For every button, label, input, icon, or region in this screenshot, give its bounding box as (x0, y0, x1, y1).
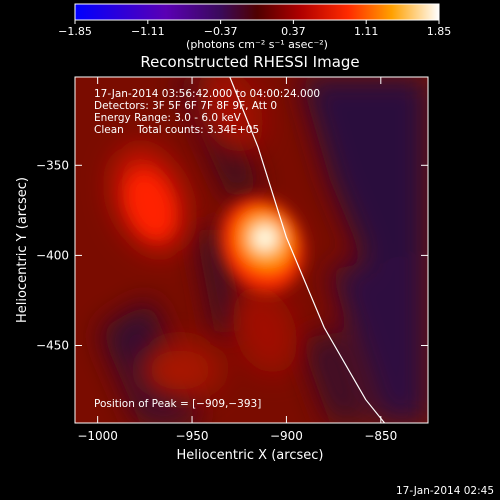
dark-band-right (300, 77, 428, 300)
bright-ridge-lower (140, 340, 220, 400)
info-line-clean: Clean Total counts: 3.34E+05 (94, 124, 259, 136)
chart-title: Reconstructed RHESSI Image (140, 53, 359, 71)
colorbar-tick-label: −1.85 (58, 25, 92, 38)
x-tick-label: −900 (270, 429, 303, 443)
x-tick-label: −1000 (77, 429, 118, 443)
x-axis-ticks: −1000 −950 −900 −850 (77, 77, 397, 443)
colorbar-tick-label: 1.85 (427, 25, 452, 38)
y-axis-label: Heliocentric Y (arcsec) (15, 177, 30, 323)
footer-timestamp: 17-Jan-2014 02:45 (396, 485, 494, 497)
dark-band-right-lower (330, 250, 428, 423)
colorbar-tick-label: −0.37 (204, 25, 238, 38)
observation-info: 17-Jan-2014 03:56:42.000 to 04:00:24.000… (94, 88, 320, 136)
colorbar: −1.85 −1.11 −0.37 0.37 1.11 1.85 (photons cm⁻… (58, 3, 451, 51)
bright-ridge-upper (196, 77, 264, 153)
y-tick-label: −450 (36, 339, 69, 353)
x-tick-label: −950 (176, 429, 209, 443)
plot-frame (74, 76, 429, 424)
colorbar-tick-label: 1.11 (354, 25, 379, 38)
info-line-energy: Energy Range: 3.0 - 6.0 keV (94, 112, 242, 124)
heatmap-image (75, 77, 428, 423)
colorbar-gradient (74, 3, 440, 21)
secondary-source (126, 171, 174, 239)
x-axis-label: Heliocentric X (arcsec) (177, 448, 324, 463)
y-axis-ticks: −350 −400 −450 (36, 158, 428, 353)
peak-core (252, 225, 278, 251)
y-tick-label: −350 (36, 158, 69, 172)
colorbar-unit-label: (photons cm⁻² s⁻¹ asec⁻²) (186, 38, 328, 51)
colorbar-tick-label: −1.11 (131, 25, 165, 38)
x-tick-label: −850 (364, 429, 397, 443)
dark-band-bottom-right (300, 330, 370, 423)
solar-limb-curve (229, 77, 386, 423)
dark-band-center-lower (195, 230, 245, 335)
info-line-time: 17-Jan-2014 03:56:42.000 to 04:00:24.000 (94, 88, 320, 100)
y-tick-label: −400 (36, 248, 69, 262)
colorbar-ticks: −1.85 −1.11 −0.37 0.37 1.11 1.85 (58, 20, 451, 38)
bright-ridge-lower-right (232, 286, 298, 374)
info-line-detectors: Detectors: 3F 5F 6F 7F 8F 9F, Att 0 (94, 100, 277, 112)
peak-position-label: Position of Peak = [−909,−393] (94, 398, 261, 410)
colorbar-tick-label: 0.37 (281, 25, 306, 38)
